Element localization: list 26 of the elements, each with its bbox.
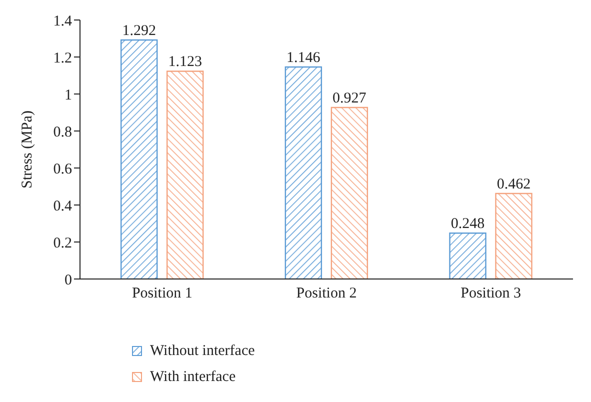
- bar: [495, 192, 532, 279]
- bar: [449, 232, 486, 279]
- data-label: 0.462: [496, 176, 531, 193]
- data-label: 1.292: [122, 22, 156, 39]
- y-tick-label: 0.4: [53, 198, 72, 214]
- y-axis-title: Stress (MPa): [19, 110, 36, 188]
- x-tick-label: Position 3: [460, 286, 522, 302]
- y-tick-label: 1.4: [53, 13, 72, 30]
- bar: [284, 66, 322, 279]
- data-label: 1.123: [168, 54, 202, 70]
- data-label: 0.927: [332, 90, 367, 107]
- x-tick-label: Position 1: [132, 286, 192, 302]
- y-tick-label: 1.2: [53, 50, 72, 66]
- legend-label: Without interface: [150, 342, 255, 360]
- x-tick-label: Position 2: [296, 286, 357, 302]
- bar: [120, 39, 158, 279]
- legend-label: With interface: [150, 368, 236, 386]
- y-tick-label: 1: [64, 87, 72, 104]
- y-tick-label: 0: [64, 272, 72, 288]
- y-tick-label: 0.6: [53, 161, 72, 178]
- y-tick-label: 0.2: [53, 235, 72, 252]
- data-label: 1.146: [286, 50, 321, 66]
- y-tick-label: 0.8: [53, 124, 72, 140]
- data-label: 0.248: [450, 216, 485, 232]
- bar: [166, 70, 204, 279]
- bar: [330, 106, 368, 279]
